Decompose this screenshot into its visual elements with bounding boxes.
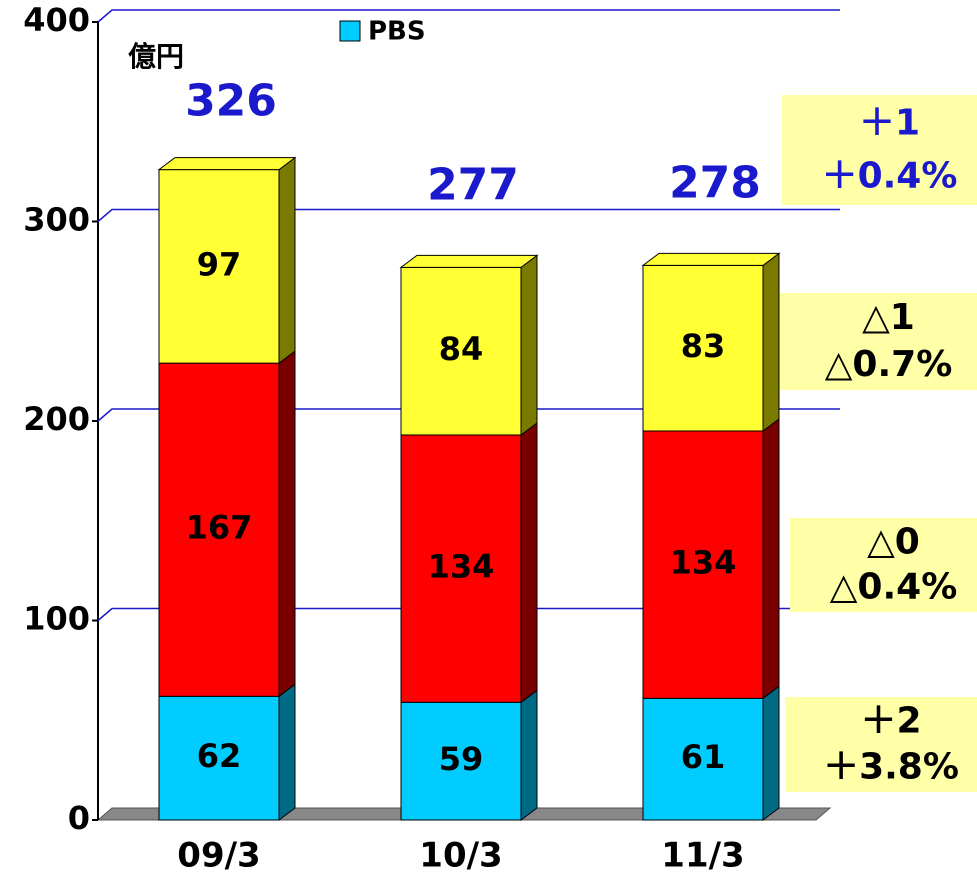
annotation-text: ＋3.8% — [823, 746, 959, 787]
bar-top — [399, 254, 539, 268]
bar-side — [520, 421, 538, 704]
annotation-text: ＋1 — [859, 103, 920, 144]
annotation-text: △0 — [867, 521, 920, 562]
segment-label: 167 — [186, 509, 253, 547]
bar-side — [520, 689, 538, 821]
bar-side — [520, 254, 538, 436]
bar-side — [762, 252, 780, 432]
annotation-text: △0.7% — [825, 344, 953, 385]
segment-label: 97 — [197, 245, 242, 283]
bar-segment — [400, 434, 522, 703]
annotation-text: △0.4% — [830, 567, 958, 608]
bar-side — [278, 350, 296, 698]
bar-top — [641, 252, 781, 266]
unit-label: 億円 — [128, 40, 184, 73]
legend-label: PBS — [368, 17, 426, 47]
bar-segment — [642, 430, 764, 699]
x-tick-label: 09/3 — [177, 836, 260, 876]
segment-label: 134 — [670, 544, 737, 582]
bar-segment — [400, 266, 522, 436]
grid-line — [97, 607, 840, 622]
bar-segment — [642, 264, 764, 432]
bar-side — [278, 156, 296, 365]
grid-line — [97, 208, 840, 223]
bar-side — [278, 683, 296, 821]
annotation-box — [780, 293, 977, 390]
y-tick-label: 400 — [23, 1, 90, 39]
annotation-box — [790, 518, 977, 612]
bar-segment — [158, 695, 280, 821]
bar-top — [157, 157, 297, 171]
bar-segment — [158, 362, 280, 697]
y-tick-label: 300 — [23, 201, 90, 239]
x-tick-label: 11/3 — [661, 836, 744, 876]
legend-swatch — [339, 20, 361, 42]
grid-line — [97, 408, 840, 422]
segment-label: 134 — [428, 548, 495, 586]
bar-segment — [400, 701, 522, 821]
bar-segment — [158, 169, 280, 364]
grid-line — [97, 9, 840, 23]
annotation-box — [785, 697, 977, 792]
x-tick-label: 10/3 — [419, 836, 502, 876]
bar-side — [762, 685, 780, 821]
annotation-text: △1 — [862, 297, 915, 338]
y-tick-label: 100 — [23, 600, 90, 638]
segment-label: 84 — [439, 330, 484, 368]
annotation-text: ＋2 — [860, 701, 921, 742]
segment-label: 61 — [681, 738, 726, 776]
segment-label: 83 — [681, 327, 726, 365]
total-label: 277 — [427, 159, 519, 210]
annotation-box — [782, 95, 977, 205]
y-tick-label: 200 — [23, 400, 90, 438]
total-label: 278 — [669, 157, 761, 208]
segment-label: 59 — [439, 740, 484, 778]
y-tick-label: 0 — [68, 799, 90, 837]
bar-side — [762, 417, 780, 700]
segment-label: 62 — [197, 737, 242, 775]
bar-segment — [642, 697, 764, 821]
annotation-text: ＋0.4% — [822, 156, 958, 197]
total-label: 326 — [185, 76, 277, 127]
